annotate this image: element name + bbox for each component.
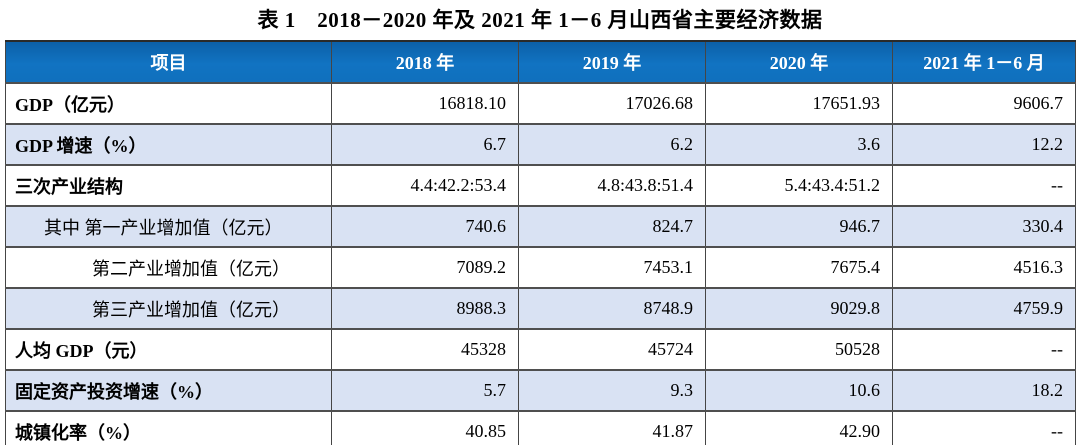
cell-value: 6.7 <box>331 123 519 166</box>
cell-value: 8748.9 <box>518 287 706 330</box>
column-header-2018: 2018 年 <box>331 40 519 84</box>
row-label: 第三产业增加值（亿元） <box>5 287 332 330</box>
cell-value: 18.2 <box>892 369 1076 412</box>
cell-value: 12.2 <box>892 123 1076 166</box>
row-label: 其中 第一产业增加值（亿元） <box>5 205 332 248</box>
cell-value: 7453.1 <box>518 246 706 289</box>
cell-value: 42.90 <box>705 410 893 445</box>
column-header-item: 项目 <box>5 40 332 84</box>
column-header-2019: 2019 年 <box>518 40 706 84</box>
row-label: 城镇化率（%） <box>5 410 332 445</box>
cell-value: 5.7 <box>331 369 519 412</box>
cell-value: -- <box>892 328 1076 371</box>
cell-value: 9606.7 <box>892 82 1076 125</box>
cell-value: 740.6 <box>331 205 519 248</box>
cell-value: 9.3 <box>518 369 706 412</box>
table-row-tertiary-industry: 第三产业增加值（亿元） 8988.3 8748.9 9029.8 4759.9 <box>5 287 1076 330</box>
table-row-gdp: GDP（亿元） 16818.10 17026.68 17651.93 9606.… <box>5 82 1076 125</box>
cell-value: 4.4:42.2:53.4 <box>331 164 519 207</box>
row-label: 第二产业增加值（亿元） <box>5 246 332 289</box>
cell-value: 45328 <box>331 328 519 371</box>
cell-value: 17026.68 <box>518 82 706 125</box>
cell-value: 4516.3 <box>892 246 1076 289</box>
table-row-secondary-industry: 第二产业增加值（亿元） 7089.2 7453.1 7675.4 4516.3 <box>5 246 1076 289</box>
cell-value: -- <box>892 164 1076 207</box>
cell-value: 17651.93 <box>705 82 893 125</box>
cell-value: 8988.3 <box>331 287 519 330</box>
cell-value: 10.6 <box>705 369 893 412</box>
table-title: 表 1 2018－2020 年及 2021 年 1－6 月山西省主要经济数据 <box>257 8 823 32</box>
row-label: 三次产业结构 <box>5 164 332 207</box>
row-label: GDP（亿元） <box>5 82 332 125</box>
cell-value: 9029.8 <box>705 287 893 330</box>
cell-value: 16818.10 <box>331 82 519 125</box>
cell-value: 50528 <box>705 328 893 371</box>
cell-value: 5.4:43.4:51.2 <box>705 164 893 207</box>
table-row-gdp-per-capita: 人均 GDP（元） 45328 45724 50528 -- <box>5 328 1076 371</box>
header-row: 项目 2018 年 2019 年 2020 年 2021 年 1－6 月 <box>5 40 1076 84</box>
economic-data-table: 项目 2018 年 2019 年 2020 年 2021 年 1－6 月 GDP… <box>5 40 1076 445</box>
row-label: GDP 增速（%） <box>5 123 332 166</box>
column-header-2020: 2020 年 <box>705 40 893 84</box>
column-header-2021h1: 2021 年 1－6 月 <box>892 40 1076 84</box>
table-row-urbanization-rate: 城镇化率（%） 40.85 41.87 42.90 -- <box>5 410 1076 445</box>
cell-value: -- <box>892 410 1076 445</box>
row-label: 人均 GDP（元） <box>5 328 332 371</box>
cell-value: 946.7 <box>705 205 893 248</box>
table-row-fixed-asset-investment: 固定资产投资增速（%） 5.7 9.3 10.6 18.2 <box>5 369 1076 412</box>
cell-value: 40.85 <box>331 410 519 445</box>
table-row-gdp-growth: GDP 增速（%） 6.7 6.2 3.6 12.2 <box>5 123 1076 166</box>
cell-value: 330.4 <box>892 205 1076 248</box>
table-row-industry-structure: 三次产业结构 4.4:42.2:53.4 4.8:43.8:51.4 5.4:4… <box>5 164 1076 207</box>
cell-value: 4.8:43.8:51.4 <box>518 164 706 207</box>
cell-value: 7089.2 <box>331 246 519 289</box>
row-label: 固定资产投资增速（%） <box>5 369 332 412</box>
cell-value: 45724 <box>518 328 706 371</box>
cell-value: 7675.4 <box>705 246 893 289</box>
table-row-primary-industry: 其中 第一产业增加值（亿元） 740.6 824.7 946.7 330.4 <box>5 205 1076 248</box>
cell-value: 824.7 <box>518 205 706 248</box>
cell-value: 41.87 <box>518 410 706 445</box>
cell-value: 3.6 <box>705 123 893 166</box>
cell-value: 6.2 <box>518 123 706 166</box>
cell-value: 4759.9 <box>892 287 1076 330</box>
